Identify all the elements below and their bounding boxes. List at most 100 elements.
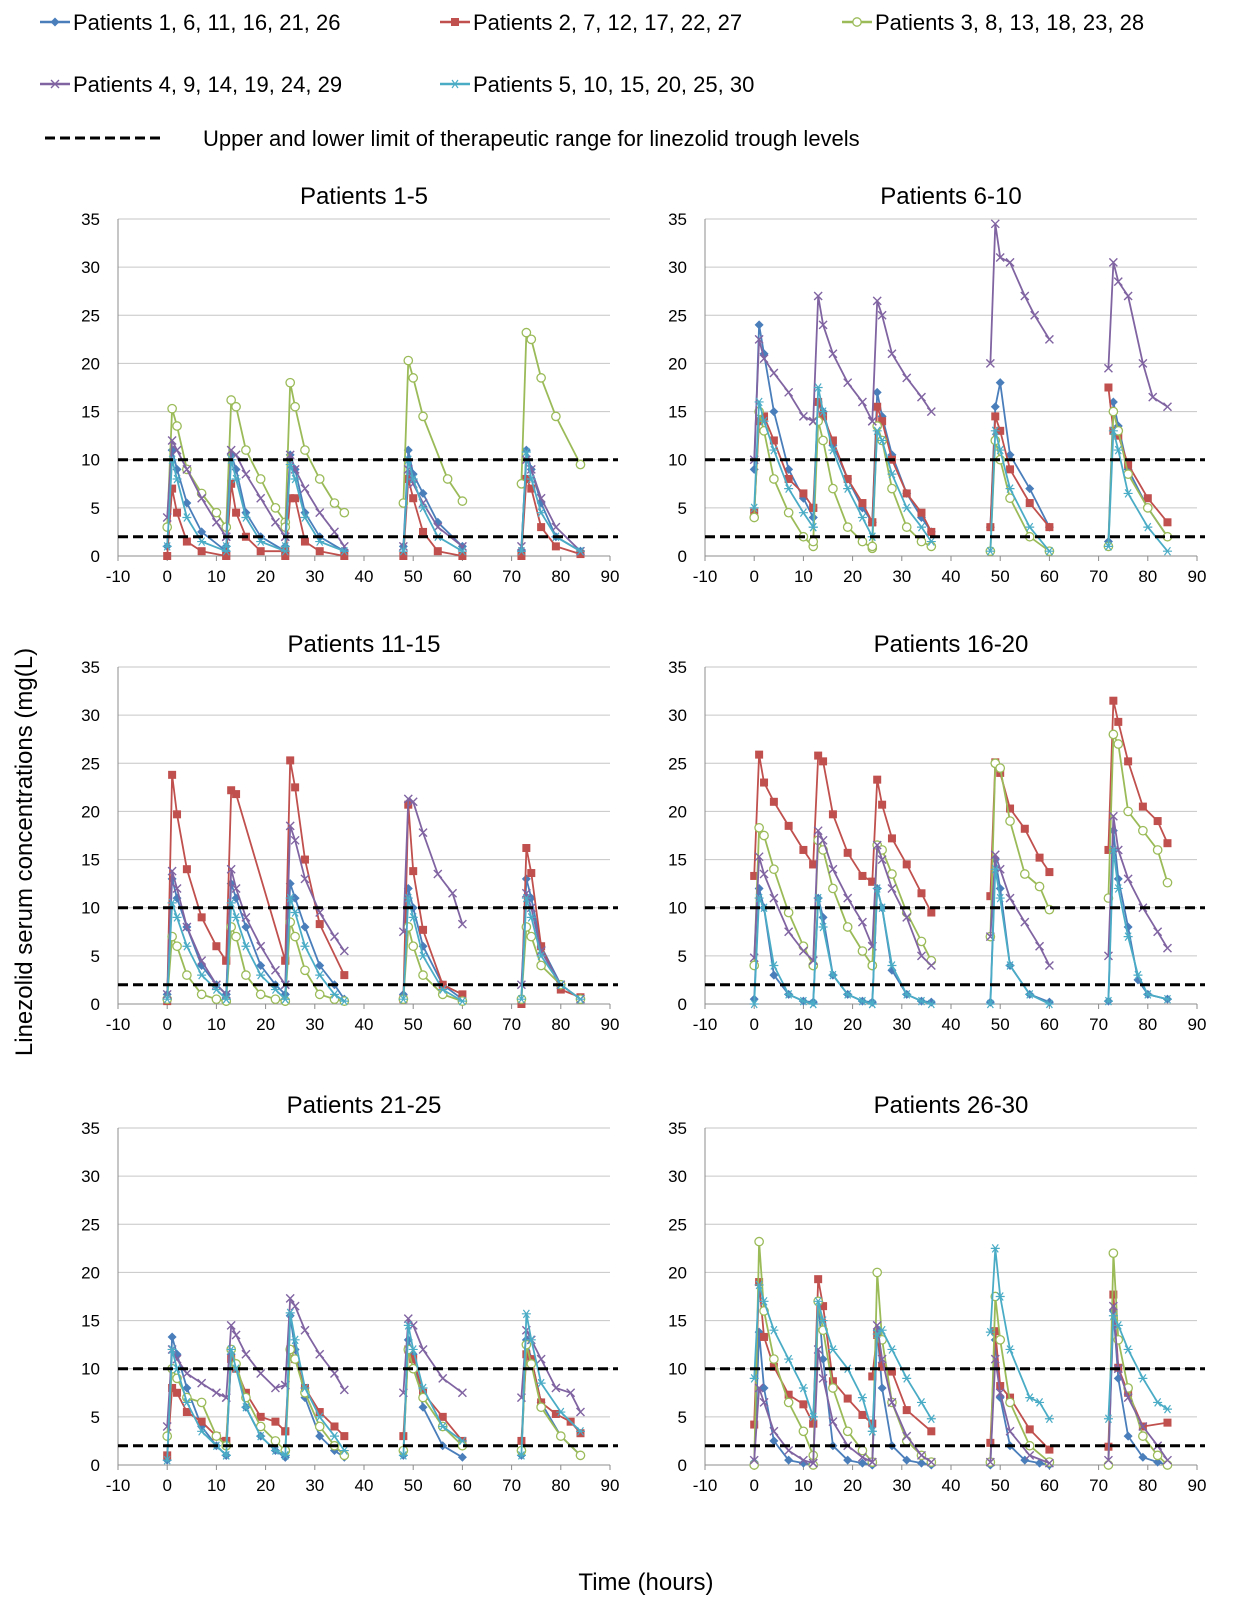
data-point	[1103, 363, 1113, 373]
y-tick-label: 30	[668, 706, 687, 725]
data-point	[887, 469, 897, 479]
data-point	[1163, 839, 1172, 848]
x-tick-label: 20	[843, 567, 862, 586]
data-point	[916, 951, 926, 961]
data-point	[536, 960, 546, 971]
data-point	[211, 1388, 221, 1398]
data-point	[1020, 824, 1029, 833]
x-tick-label: 10	[207, 1476, 226, 1495]
data-point	[241, 1349, 251, 1359]
series	[749, 383, 1172, 556]
data-point	[1162, 994, 1172, 1004]
data-point	[818, 922, 828, 932]
y-tick-label: 0	[678, 1456, 687, 1475]
data-point	[867, 1426, 877, 1436]
x-tick-label: 80	[1138, 1015, 1157, 1034]
data-point	[197, 913, 206, 922]
data-point	[270, 965, 280, 975]
data-point	[784, 484, 794, 493]
data-point	[808, 1458, 818, 1468]
series-line	[753, 1387, 814, 1464]
data-point	[887, 1397, 897, 1407]
y-tick-label: 30	[668, 258, 687, 277]
data-point	[808, 416, 818, 426]
series-line	[871, 1324, 932, 1463]
data-point	[857, 996, 867, 1006]
data-point	[162, 994, 172, 1004]
data-point	[843, 474, 852, 483]
data-point	[769, 436, 778, 445]
data-point	[226, 1320, 236, 1330]
chart-panel: Patients 1-5 0 5 10 15 20 25 30 35 -10 0 10 20 30 40 50…	[81, 183, 619, 586]
x-tick-label: 40	[355, 1015, 374, 1034]
x-tick-label: 40	[942, 567, 961, 586]
series-line	[402, 897, 463, 1002]
data-point	[902, 1406, 911, 1415]
data-point	[403, 1321, 413, 1330]
data-point	[226, 1345, 236, 1354]
data-point	[1005, 1426, 1015, 1436]
data-point	[843, 893, 853, 903]
data-point	[1124, 460, 1133, 469]
data-point	[314, 989, 325, 1000]
data-point	[1153, 1457, 1163, 1467]
data-point	[182, 865, 191, 874]
data-point	[857, 946, 868, 956]
data-point	[1109, 696, 1118, 705]
x-tick-label: -10	[693, 1476, 718, 1495]
data-point	[1044, 960, 1054, 970]
y-tick-label: 25	[668, 754, 687, 773]
data-point	[887, 1345, 897, 1354]
data-point	[222, 552, 231, 560]
data-point	[754, 334, 764, 344]
data-point	[1113, 445, 1123, 455]
data-point	[985, 358, 995, 368]
data-point	[339, 946, 349, 956]
data-point	[877, 436, 887, 445]
data-point	[182, 537, 191, 546]
series-line	[1107, 429, 1169, 552]
y-tick-label: 15	[81, 1312, 100, 1331]
data-point	[403, 893, 413, 903]
data-point	[769, 445, 779, 455]
data-point	[526, 474, 536, 484]
legend-marker	[451, 18, 459, 26]
data-point	[828, 1383, 838, 1393]
data-point	[857, 513, 867, 522]
legend-item: Patients 1, 6, 11, 16, 21, 26	[40, 10, 340, 35]
data-point	[819, 757, 828, 766]
legend-label: Patients 1, 6, 11, 16, 21, 26	[73, 10, 340, 35]
data-point	[197, 547, 206, 556]
data-point	[167, 1332, 177, 1342]
y-tick-label: 35	[668, 658, 687, 677]
data-point	[197, 956, 207, 966]
data-point	[163, 552, 172, 560]
data-point	[1108, 811, 1118, 821]
series-line	[989, 762, 1051, 937]
data-point	[211, 985, 221, 994]
data-point	[211, 507, 222, 518]
data-point	[819, 1302, 828, 1311]
data-point	[329, 527, 339, 537]
data-point	[1025, 1425, 1034, 1434]
data-point	[917, 508, 926, 517]
data-point	[808, 1412, 818, 1422]
series	[749, 1244, 1172, 1436]
data-point	[409, 867, 418, 876]
data-point	[867, 999, 877, 1009]
data-point	[749, 999, 759, 1009]
y-tick-label: 10	[81, 899, 100, 918]
data-point	[916, 936, 927, 947]
data-point	[285, 377, 296, 388]
data-point	[868, 1372, 877, 1381]
data-point	[799, 489, 808, 498]
data-point	[256, 537, 266, 546]
data-point	[843, 848, 852, 857]
data-point	[256, 1369, 266, 1379]
x-tick-label: 30	[892, 567, 911, 586]
data-point	[1152, 845, 1163, 855]
data-point	[419, 527, 428, 536]
data-point	[990, 1354, 1000, 1364]
data-point	[749, 1460, 760, 1470]
y-tick-label: 35	[81, 210, 100, 229]
